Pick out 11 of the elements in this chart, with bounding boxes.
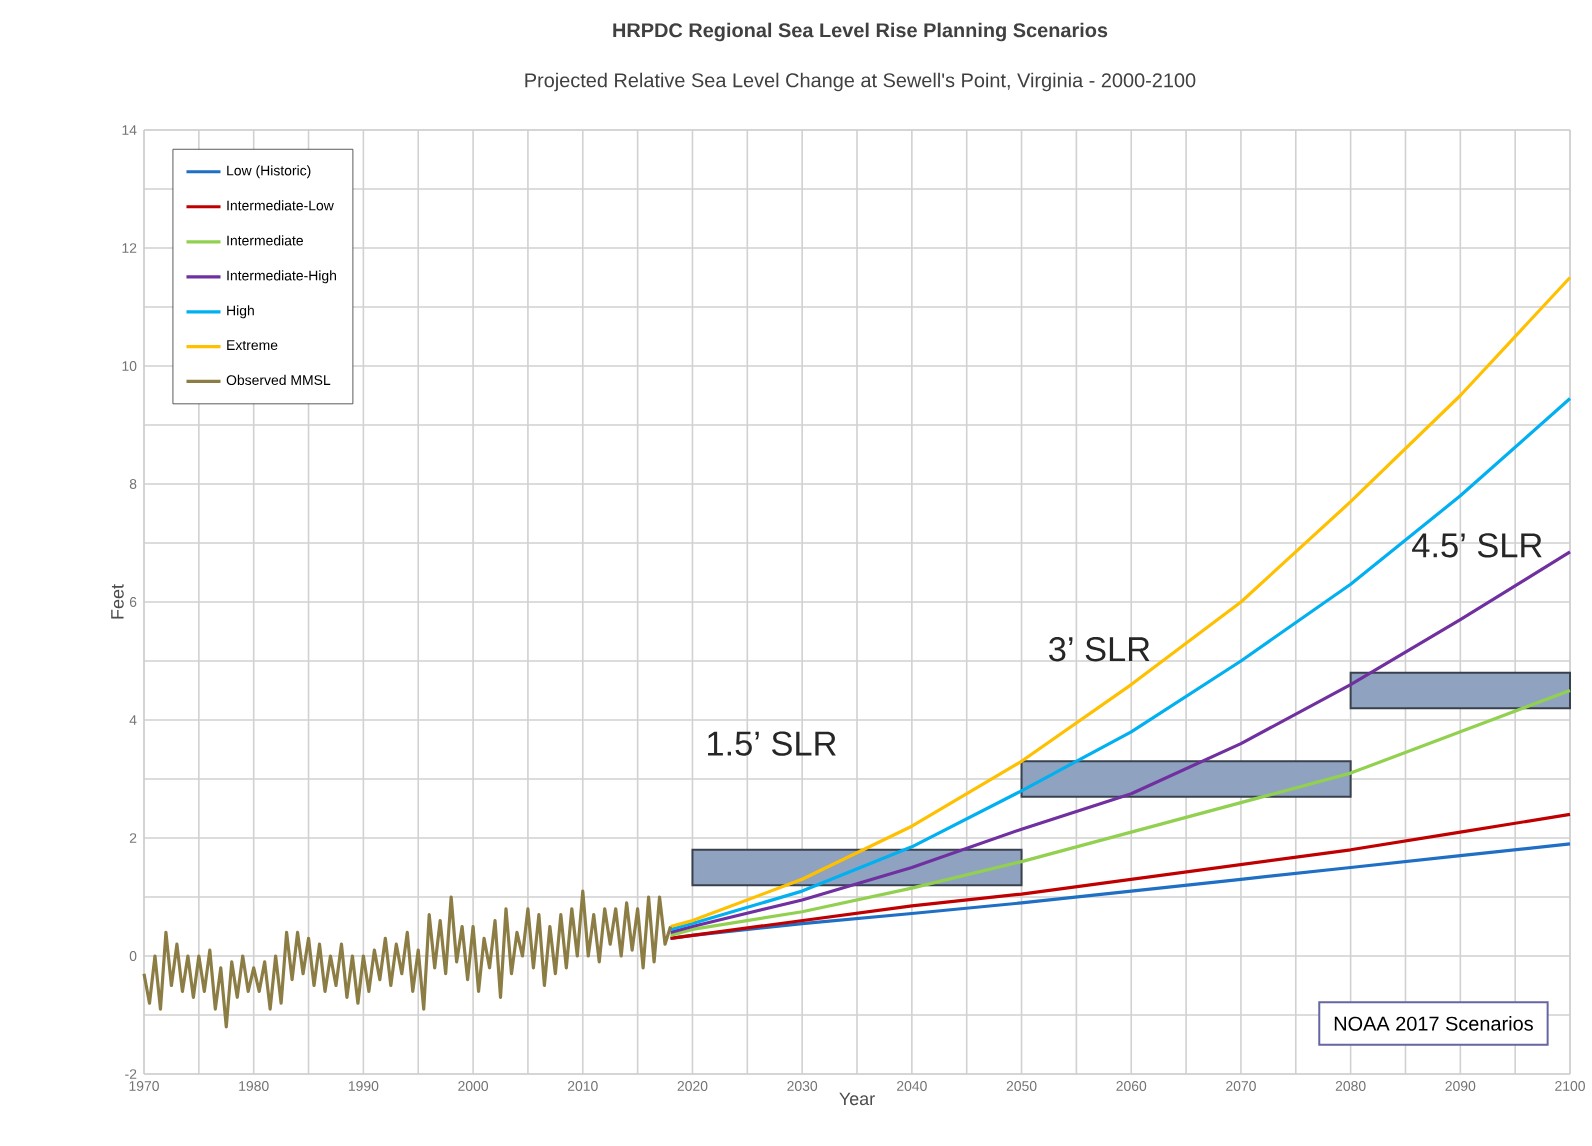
chart-title: HRPDC Regional Sea Level Rise Planning Scenarios (613, 22, 1108, 42)
annotation: 4.5’ SLR (1412, 533, 1542, 558)
chart-subtitle: Projected Relative Sea Level Change at Sewell's Point, Virginia - 2000-2100 (525, 72, 1196, 92)
line-series (668, 275, 1572, 929)
line-series (668, 396, 1572, 932)
y-axis-title: Feet (111, 584, 124, 619)
x-axis-title: Year (839, 1092, 875, 1106)
annotation: 3’ SLR (1049, 637, 1150, 662)
annotation: NOAA 2017 Scenarios (1334, 1016, 1533, 1031)
line-series (142, 889, 673, 1029)
annotation: 1.5’ SLR (708, 731, 836, 756)
